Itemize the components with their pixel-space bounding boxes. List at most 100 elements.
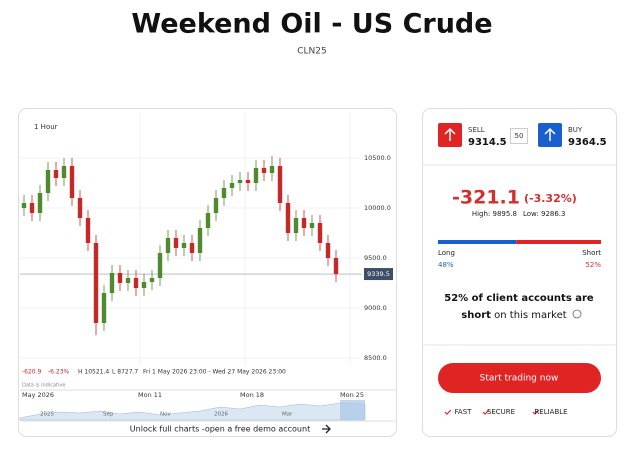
candle-body xyxy=(317,223,323,243)
candle-body xyxy=(61,166,67,178)
high: High: 9895.8 xyxy=(472,210,517,218)
feature: FAST xyxy=(455,408,473,416)
navigator-label: Mar xyxy=(282,412,293,418)
candle-body xyxy=(53,170,59,178)
candle-body xyxy=(309,223,315,228)
candle-body xyxy=(197,228,203,253)
candle-body xyxy=(285,203,291,233)
candle-body xyxy=(253,168,259,183)
candle-body xyxy=(293,218,299,233)
candle-body xyxy=(301,218,307,228)
candle-body xyxy=(69,166,75,198)
navigator-label: 2026 xyxy=(214,412,228,418)
candle-body xyxy=(205,213,211,228)
feature: SECURE xyxy=(487,408,515,416)
short-pct: 52% xyxy=(585,261,601,269)
long-label: Long xyxy=(438,249,455,257)
candle-body xyxy=(173,238,179,248)
info-low: L 8727.7 xyxy=(112,369,138,376)
y-tick-label: 9000.0 xyxy=(364,304,387,312)
info-range: Fri 1 May 2026 23:00 - Wed 27 May 2026 2… xyxy=(143,369,286,376)
current-label: 9339.5 xyxy=(367,270,390,278)
x-axis-label: Mon 18 xyxy=(240,391,264,399)
y-tick-label: 9500.0 xyxy=(364,254,387,262)
candle-body xyxy=(109,273,115,293)
x-axis-label: May 2026 xyxy=(22,391,54,399)
candle-body xyxy=(165,238,171,253)
candle-body xyxy=(37,193,43,213)
navigator-label: Nov xyxy=(160,412,171,418)
check-icon xyxy=(444,409,452,415)
candle-body xyxy=(85,218,91,243)
timeframe: 1 Hour xyxy=(34,123,58,131)
candle-body xyxy=(245,180,251,183)
sell-icon xyxy=(444,127,456,141)
candle-body xyxy=(45,170,51,193)
feature: RELIABLE xyxy=(534,408,567,416)
long-bar xyxy=(438,240,517,244)
current-box xyxy=(364,268,393,281)
cta[interactable]: Unlock full charts -open a free demo acc… xyxy=(130,425,310,434)
spread-box xyxy=(510,128,528,144)
spread: 50 xyxy=(515,132,524,140)
chart-panel xyxy=(18,108,397,437)
candle-body xyxy=(117,273,123,283)
candle-body xyxy=(261,168,267,173)
check-icon xyxy=(532,409,540,415)
subtitle: CLN25 xyxy=(297,47,326,57)
candle-body xyxy=(101,293,107,323)
sell-price: 9314.5 xyxy=(468,137,507,148)
change-percent: (-3.32%) xyxy=(524,192,577,205)
candle-body xyxy=(149,278,155,282)
candle-body xyxy=(133,278,139,288)
info-change: -620.9 xyxy=(22,369,42,376)
candle-body xyxy=(125,278,131,283)
trade-panel xyxy=(422,108,617,437)
sentiment-line2: short on this market xyxy=(461,310,566,321)
navigator-label: 2025 xyxy=(40,412,54,418)
buy-label: BUY xyxy=(568,126,583,134)
navigator-window[interactable] xyxy=(340,400,365,420)
short-bar xyxy=(516,240,601,244)
short-label: Short xyxy=(582,249,601,257)
sentiment-bold: short xyxy=(461,310,491,321)
candle-body xyxy=(141,282,147,288)
buy-price: 9364.5 xyxy=(568,137,607,148)
y-tick-label: 10500.0 xyxy=(364,154,391,162)
navigator-label: Sep xyxy=(103,412,114,418)
candle-body xyxy=(77,198,83,218)
candle-body xyxy=(221,188,227,198)
info-percent: -6.23% xyxy=(48,369,70,376)
y-tick-label: 10000.0 xyxy=(364,204,391,212)
buy-icon xyxy=(544,127,556,141)
candle-body xyxy=(21,203,27,208)
candle-body xyxy=(29,203,35,213)
long-pct: 48% xyxy=(438,261,454,269)
candle-body xyxy=(333,258,339,274)
x-axis-label: Mon 25 xyxy=(340,391,364,399)
info-icon[interactable] xyxy=(572,309,582,319)
start-button[interactable] xyxy=(438,363,601,393)
candle-body xyxy=(325,243,331,258)
low: Low: 9286.3 xyxy=(523,210,565,218)
candle-body xyxy=(181,243,187,248)
sell-label: SELL xyxy=(468,126,485,134)
check-icon xyxy=(482,409,490,415)
note: Data is indicative xyxy=(22,383,65,389)
arrow-icon xyxy=(322,424,331,434)
sentiment-rest: on this market xyxy=(494,310,567,321)
candle-body xyxy=(237,180,243,183)
info-high: H 10521.4 xyxy=(78,369,109,376)
candle-body xyxy=(269,166,275,173)
candle-body xyxy=(93,243,99,323)
candle-body xyxy=(229,183,235,188)
candle-body xyxy=(277,166,283,203)
change: -321.1 xyxy=(452,187,520,209)
title: Weekend Oil - US Crude xyxy=(131,9,492,40)
candle-body xyxy=(213,198,219,213)
candle-body xyxy=(157,253,163,278)
y-tick-label: 8500.0 xyxy=(364,354,387,362)
sentiment-line1: 52% of client accounts are xyxy=(444,293,594,304)
candle-body xyxy=(189,243,195,253)
